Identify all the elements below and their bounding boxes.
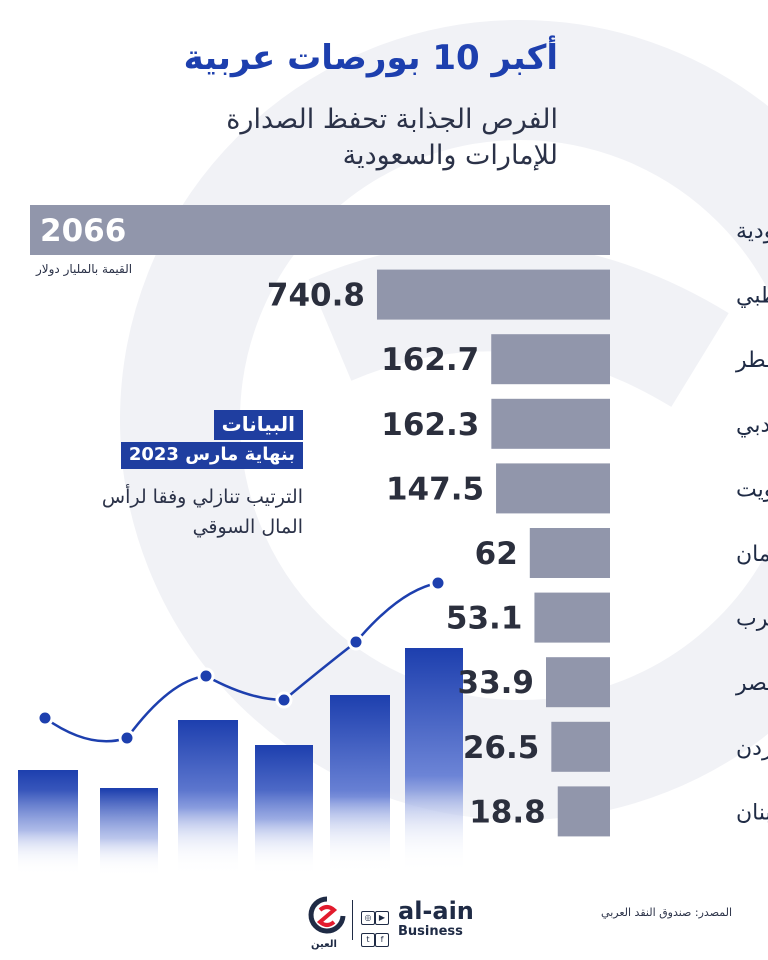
brand-name: al-ain — [398, 897, 474, 925]
bar-7 — [546, 657, 610, 708]
value-label-3: 162.3 — [381, 407, 479, 443]
al-ain-arabic-logo: العين — [311, 939, 337, 950]
bar-8 — [551, 721, 610, 772]
unit-note: القيمة بالمليار دولار — [36, 262, 133, 276]
data-label: البيانات — [213, 410, 303, 440]
value-label-0: 2066 — [40, 213, 126, 249]
category-label-6: المغرب — [736, 607, 768, 632]
bar-chart: السعودية 2066 أبوظبي 740.8 قطر 162.7 دبي 162.3 ا… — [30, 205, 768, 837]
category-label-5: عمان — [736, 542, 768, 567]
category-label-7: مصر — [735, 671, 768, 696]
value-label-5: 62 — [475, 536, 518, 572]
category-label-8: الأردن — [736, 734, 768, 761]
facebook-icon: f — [375, 933, 389, 947]
page-title: أكبر 10 بورصات عربية — [183, 38, 558, 78]
brand-logo-text: al-ain Business — [398, 897, 474, 939]
instagram-icon: ◎ — [361, 911, 375, 925]
bar-5 — [529, 528, 610, 578]
value-label-7: 33.9 — [458, 665, 535, 701]
category-label-3: دبي — [736, 413, 768, 438]
value-label-4: 147.5 — [386, 471, 484, 507]
data-date-box: البيانات بنهاية مارس 2023 — [120, 410, 303, 469]
category-label-2: قطر — [735, 348, 768, 373]
bar-3 — [491, 398, 610, 449]
twitter-icon: t — [361, 933, 375, 947]
value-label-2: 162.7 — [381, 342, 479, 378]
value-label-8: 26.5 — [463, 730, 540, 766]
bar-4 — [496, 463, 610, 514]
bar-6 — [534, 592, 610, 643]
category-label-9: لبنان — [736, 800, 768, 825]
source-note: المصدر: صندوق النقد العربي — [601, 906, 732, 919]
bar-0 — [30, 205, 610, 255]
brand-sub: Business — [398, 924, 463, 939]
category-label-4: الكويت — [736, 477, 768, 502]
category-label-1: أبوظبي — [736, 281, 768, 309]
bar-2 — [491, 334, 610, 385]
category-label-0: السعودية — [736, 219, 768, 244]
value-label-9: 18.8 — [469, 794, 546, 830]
ranking-note: الترتيب تنازلي وفقا لرأس المال السوقي — [101, 486, 303, 538]
bar-9 — [557, 786, 610, 837]
value-label-6: 53.1 — [446, 601, 523, 637]
page-subtitle: الفرص الجذابة تحفظ الصدارة للإمارات والس… — [226, 104, 558, 171]
al-ain-logo-icon — [308, 896, 346, 934]
data-date: بنهاية مارس 2023 — [120, 442, 303, 469]
value-label-1: 740.8 — [267, 278, 365, 314]
decorative-growth-graphic — [0, 574, 470, 880]
youtube-icon: ▶ — [375, 911, 389, 925]
bar-1 — [376, 269, 610, 320]
logo-divider — [352, 900, 353, 940]
